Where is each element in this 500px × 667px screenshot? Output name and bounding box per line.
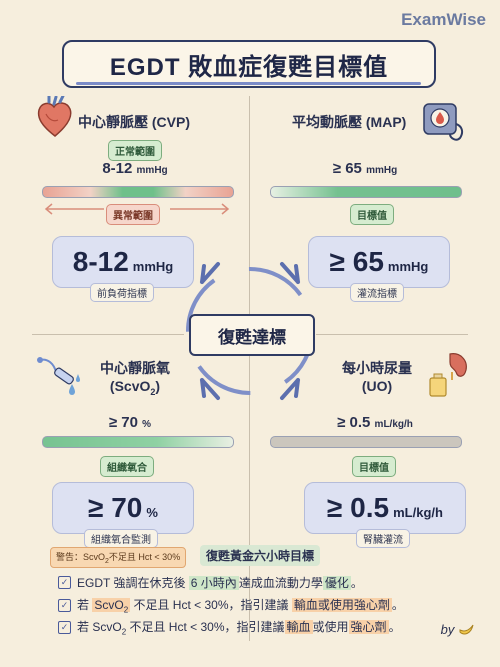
note-row-2: ✓ 若 ScvO2 不足且 Hct < 30%，指引建議 輸血或使用強心劑。: [58, 596, 404, 614]
cvp-value: 8-12 mmHg: [102, 160, 168, 177]
checkbox-icon: ✓: [58, 620, 71, 634]
uo-target-bar: [270, 436, 462, 448]
cvp-abnormal-range-label: 異常範圍: [106, 204, 160, 225]
center-resuscitation-label: 復甦達標: [189, 314, 315, 356]
cvp-abnormal-arrows: [42, 202, 232, 216]
uo-target-label: 目標值: [352, 456, 396, 477]
scvo2-title: 中心靜脈氧 (ScvO2): [100, 360, 170, 397]
blood-pressure-monitor-icon: [420, 98, 466, 149]
map-value: ≥ 65 mmHg: [332, 160, 398, 177]
uo-value: ≥ 0.5 mL/kg/h: [337, 414, 413, 431]
scvo2-target-card: ≥ 70%: [52, 482, 194, 534]
scvo2-value: ≥ 70 %: [108, 414, 152, 431]
uo-card-tag: 腎臟灌流: [356, 529, 410, 548]
map-title: 平均動脈壓 (MAP): [292, 114, 407, 130]
byline: by: [441, 622, 474, 639]
cvp-normal-range-label: 正常範圍: [108, 140, 162, 161]
map-target-bar: [270, 186, 462, 198]
kidney-icon: [424, 350, 474, 405]
scvo2-target-label: 組織氧合: [100, 456, 154, 477]
uo-title: 每小時尿量 (UO): [342, 360, 412, 394]
oxygen-sensor-icon: [34, 350, 84, 405]
cvp-target-card: 8-12 mmHg: [52, 236, 194, 288]
map-target-label: 目標值: [350, 204, 394, 225]
scvo2-target-bar: [42, 436, 234, 448]
vertical-divider: [249, 96, 250, 641]
golden-six-hours-label: 復甦黃金六小時目標: [200, 545, 321, 566]
title-underline: [76, 82, 421, 85]
cvp-card-tag: 前負荷指標: [90, 283, 154, 302]
brand-logo: ExamWise: [401, 10, 486, 29]
checkbox-icon: ✓: [58, 598, 71, 612]
note-row-3: ✓ 若 ScvO2 不足且 Hct < 30%，指引建議 輸血 或使用 強心劑。: [58, 618, 401, 636]
warning-badge: 警告：ScvO2不足且 Hct < 30%: [50, 547, 187, 568]
map-target-card: ≥ 65 mmHg: [308, 236, 450, 288]
cvp-range-bar: [42, 186, 234, 198]
horizontal-divider-right: [316, 334, 468, 335]
checkbox-icon: ✓: [58, 576, 71, 589]
page-title: EGDT 敗血症復甦目標值: [62, 40, 436, 88]
scvo2-card-tag: 組織氧合監測: [84, 529, 158, 548]
heart-icon: [34, 94, 76, 145]
banana-icon: [458, 622, 474, 639]
note-row-1: ✓ EGDT 強調在休克後 6 小時內 達成血流動力學 優化。: [58, 574, 363, 591]
cvp-title: 中心靜脈壓 (CVP): [78, 114, 190, 130]
map-card-tag: 灌流指標: [350, 283, 404, 302]
uo-target-card: ≥ 0.5 mL/kg/h: [304, 482, 466, 534]
horizontal-divider-left: [32, 334, 184, 335]
